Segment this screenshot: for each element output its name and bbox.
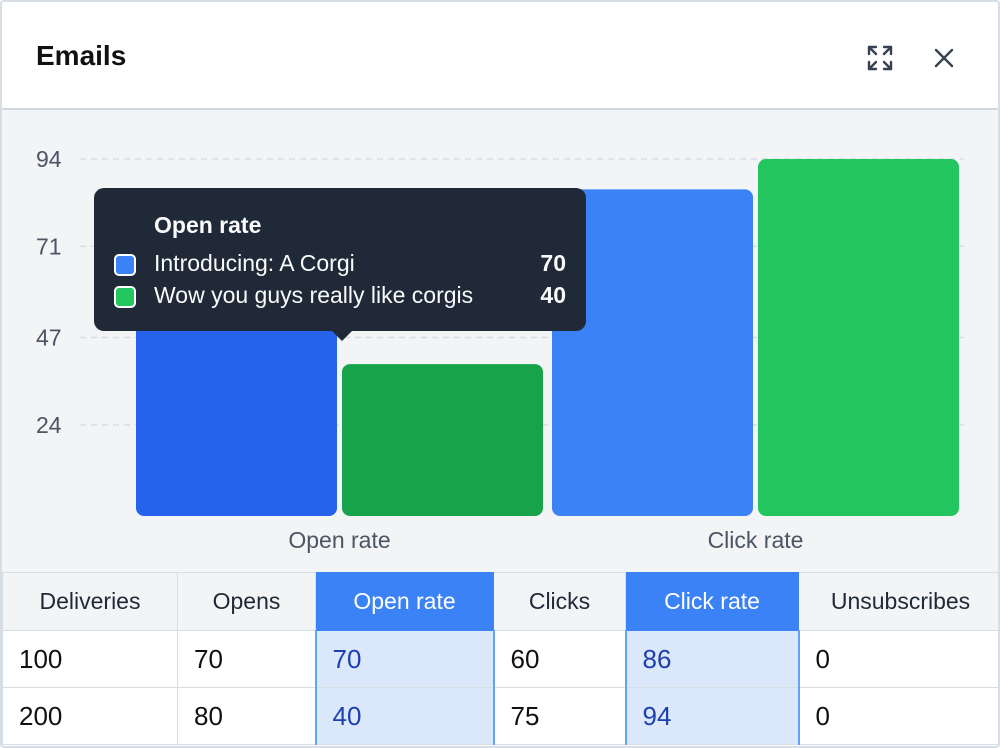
close-icon	[934, 48, 954, 68]
column-header-clicks[interactable]: Clicks	[493, 572, 626, 631]
table-cell: 0	[798, 630, 998, 688]
table-cell: 75	[493, 687, 626, 745]
tooltip-title: Open rate	[154, 212, 262, 238]
bar[interactable]	[342, 364, 543, 516]
column-header-click-rate[interactable]: Click rate	[625, 572, 799, 631]
y-tick-label: 24	[36, 412, 62, 438]
panel-header: Emails	[2, 2, 998, 110]
table-header-row: Deliveries Opens Open rate Clicks Click …	[2, 572, 998, 631]
table-cell: 200	[2, 687, 178, 745]
bar[interactable]	[758, 159, 959, 516]
column-header-open-rate[interactable]: Open rate	[315, 572, 494, 631]
y-tick-label: 71	[36, 233, 62, 259]
expand-button[interactable]	[862, 40, 898, 76]
tooltip-arrow	[332, 331, 352, 341]
y-tick-label: 94	[36, 146, 62, 172]
table-row: 100 70 70 60 86 0	[2, 630, 998, 688]
x-tick-label: Open rate	[288, 527, 390, 553]
legend-swatch	[114, 286, 136, 308]
table-cell: 100	[2, 630, 178, 688]
chart-tooltip: Open rate Introducing: A Corgi 70 Wow yo…	[94, 188, 586, 341]
column-header-deliveries[interactable]: Deliveries	[2, 572, 178, 631]
table-row: 200 80 40 75 94 0	[2, 687, 998, 745]
panel-title: Emails	[36, 40, 127, 71]
legend-swatch	[114, 254, 136, 276]
bar[interactable]	[552, 189, 753, 516]
table-cell: 0	[798, 687, 998, 745]
table-cell: 60	[493, 630, 626, 688]
table-cell: 70	[314, 630, 495, 688]
tooltip-series-label: Introducing: A Corgi	[154, 250, 355, 276]
expand-icon	[867, 45, 893, 71]
x-tick-label: Click rate	[708, 527, 804, 553]
tooltip-row: Introducing: A Corgi 70	[114, 250, 566, 280]
y-tick-label: 47	[36, 325, 62, 351]
close-button[interactable]	[926, 40, 962, 76]
table-cell: 70	[177, 630, 316, 688]
table-cell: 80	[177, 687, 316, 745]
tooltip-row: Wow you guys really like corgis 40	[114, 282, 566, 312]
table-cell: 40	[314, 687, 495, 745]
tooltip-series-value: 70	[540, 250, 566, 276]
chart-canvas: 24 47 71 94 Open rate Click rate	[36, 146, 964, 553]
tooltip-series-value: 40	[540, 282, 566, 308]
table-cell: 86	[624, 630, 800, 688]
tooltip-series-label: Wow you guys really like corgis	[154, 282, 474, 308]
table-cell: 94	[624, 687, 800, 745]
column-header-unsubscribes[interactable]: Unsubscribes	[798, 572, 998, 631]
bar-chart: 24 47 71 94 Open rate Click rate Open rate In…	[2, 110, 998, 572]
column-header-opens[interactable]: Opens	[177, 572, 316, 631]
metrics-table: Deliveries Opens Open rate Clicks Click …	[2, 572, 998, 745]
